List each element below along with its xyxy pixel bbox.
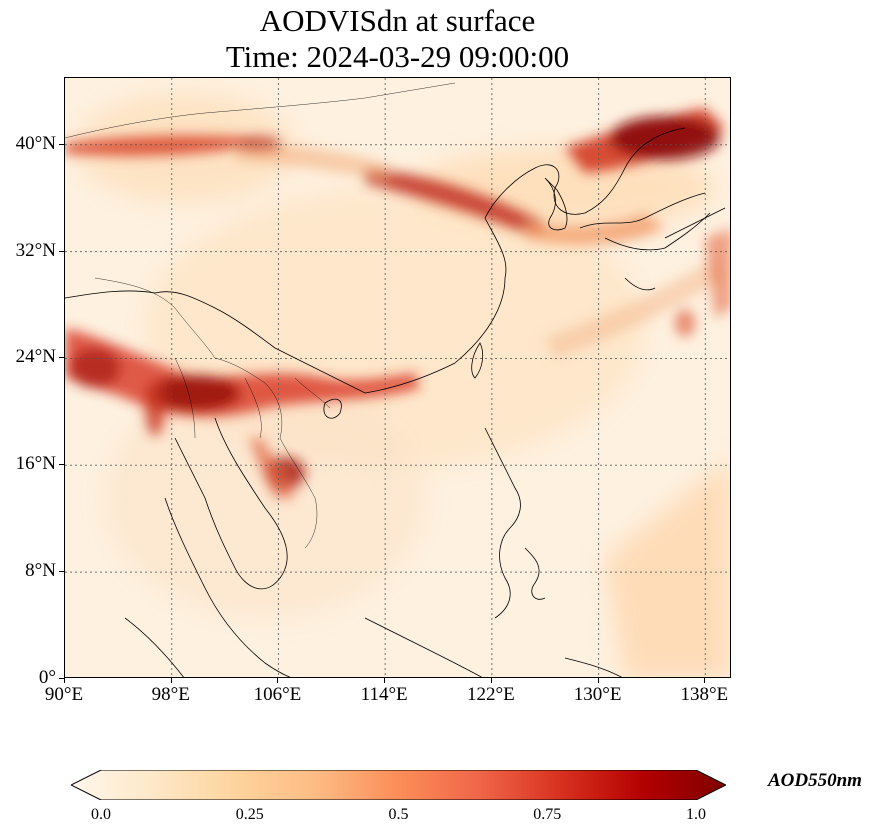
map-panel xyxy=(64,77,731,678)
colorbar-tick-label: 0.25 xyxy=(235,806,264,823)
lon-tick-label: 122°E xyxy=(467,684,515,705)
country-borders xyxy=(65,82,456,549)
colorbar-tick-label: 0.5 xyxy=(388,806,409,823)
map-title: AODVISdn at surface xyxy=(259,3,536,38)
lat-tick-mark xyxy=(59,678,64,679)
lat-tick-mark xyxy=(59,250,64,252)
lat-tick-mark xyxy=(59,357,64,359)
lon-tick-mark xyxy=(490,678,492,683)
lon-tick-mark xyxy=(704,678,706,683)
lat-tick-mark xyxy=(59,143,64,145)
lat-tick-label: 16°N xyxy=(15,453,56,475)
coastlines xyxy=(65,127,726,677)
map-subtitle-time: Time: 2024-03-29 09:00:00 xyxy=(225,39,570,74)
lat-tick-label: 40°N xyxy=(15,132,56,154)
lon-tick-mark xyxy=(64,678,65,683)
map-gridlines xyxy=(65,78,730,677)
lat-tick-label: 0° xyxy=(38,667,56,688)
lon-tick-mark xyxy=(277,678,279,683)
lon-tick-mark xyxy=(384,678,386,683)
lat-tick-mark xyxy=(59,464,64,466)
colorbar xyxy=(71,770,726,800)
lat-tick-label: 8°N xyxy=(25,560,56,582)
lon-tick-label: 98°E xyxy=(151,684,190,705)
colorbar-tick-label: 0.75 xyxy=(533,806,562,823)
lat-tick-label: 32°N xyxy=(15,239,56,261)
colorbar-tick-label: 0.0 xyxy=(91,806,111,823)
lat-tick-mark xyxy=(59,571,64,573)
lon-tick-mark xyxy=(170,678,172,683)
aod-plumes xyxy=(65,108,730,498)
lon-tick-label: 90°E xyxy=(44,684,84,705)
colorbar-label: AOD550nm xyxy=(768,770,862,791)
lon-tick-label: 138°E xyxy=(680,684,729,705)
lon-tick-label: 130°E xyxy=(573,684,622,705)
colorbar-tick-label: 1.0 xyxy=(686,806,706,823)
lon-tick-label: 114°E xyxy=(360,684,408,705)
lon-tick-mark xyxy=(597,678,599,683)
lat-tick-label: 24°N xyxy=(15,346,56,368)
lon-tick-label: 106°E xyxy=(253,684,302,705)
aod-map xyxy=(65,78,730,677)
